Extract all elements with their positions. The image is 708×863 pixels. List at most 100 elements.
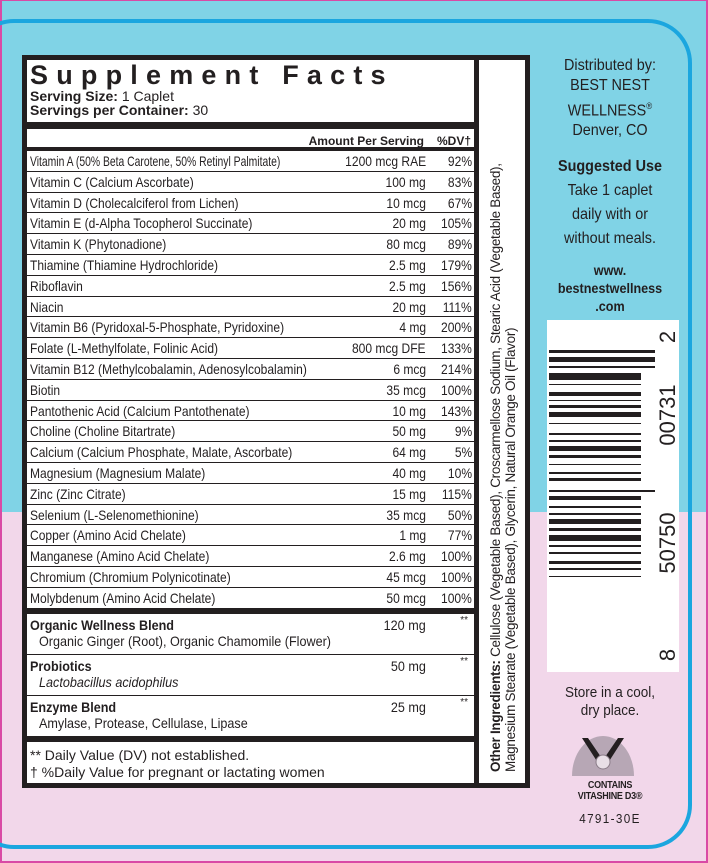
nutrient-amount: 50 mcg <box>386 589 426 606</box>
blend-dv: ** <box>460 696 468 708</box>
logo-line: VITASHINE D3® <box>577 791 643 802</box>
nutrient-row: Selenium (L-Selenomethionine) 35 mcg 50% <box>27 505 474 526</box>
nutrient-amount: 800 mcg DFE <box>352 340 426 357</box>
distributor-name: WELLNESS <box>567 102 647 120</box>
supplement-facts-panel: Supplement Facts Serving Size: 1 Caplet … <box>22 55 530 788</box>
barcode-bars <box>549 350 655 630</box>
nutrient-amount: 1 mg <box>399 527 426 544</box>
vitashine-text: CONTAINS VITASHINE D3® <box>547 780 673 802</box>
nutrient-amount: 50 mg <box>392 423 426 440</box>
nutrient-row: Zinc (Zinc Citrate) 15 mg 115% <box>27 484 474 505</box>
vitashine-logo-icon <box>572 736 634 776</box>
nutrient-dv: 214% <box>441 360 472 377</box>
column-header: Amount Per Serving %DV† <box>27 129 474 151</box>
suggested-use-line: daily with or <box>571 206 649 223</box>
barcode-bar <box>549 463 641 466</box>
blend-row: Probiotics Lactobacillus acidophilus 50 mg… <box>27 655 474 696</box>
blend-amount: 50 mg <box>390 657 426 674</box>
nutrient-name: Biotin <box>30 381 61 398</box>
blend-dv: ** <box>460 614 468 626</box>
nutrient-rows: Vitamin A (50% Beta Carotene, 50% Retiny… <box>27 151 474 609</box>
nutrient-amount: 15 mg <box>392 485 426 502</box>
barcode-bar <box>549 506 641 508</box>
nutrient-row: Vitamin E (d-Alpha Tocopherol Succinate)… <box>27 213 474 235</box>
nutrient-row: Vitamin A (50% Beta Carotene, 50% Retiny… <box>27 151 474 172</box>
nutrient-name: Vitamin A (50% Beta Carotene, 50% Retiny… <box>30 153 281 169</box>
footnotes: ** Daily Value (DV) not established. † %… <box>27 742 474 786</box>
nutrient-amount: 2.5 mg <box>389 277 426 294</box>
registered-mark: ® <box>646 101 653 111</box>
servings-label: Servings per Container: <box>30 102 189 118</box>
nutrient-amount: 45 mcg <box>386 568 426 585</box>
nutrient-row: Thiamine (Thiamine Hydrochloride) 2.5 mg 1… <box>27 255 474 276</box>
nutrient-row: Molybdenum (Amino Acid Chelate) 50 mcg 100… <box>27 588 474 609</box>
nutrient-dv: 133% <box>441 340 472 357</box>
nutrient-row: Magnesium (Magnesium Malate) 40 mg 10% <box>27 463 474 484</box>
barcode-bar <box>549 518 641 524</box>
nutrient-dv: 115% <box>442 485 472 502</box>
blend-amount: 25 mg <box>390 698 426 715</box>
blend-amount: 120 mg <box>383 616 426 633</box>
nutrient-amount: 35 mcg <box>386 381 426 398</box>
nutrient-dv: 89% <box>447 236 472 253</box>
divider-thick <box>27 735 474 742</box>
nutrient-dv: 100% <box>441 381 472 398</box>
nutrient-amount: 4 mg <box>399 319 426 336</box>
nutrient-amount: 2.5 mg <box>389 256 426 273</box>
nutrient-name: Vitamin C (Calcium Ascorbate) <box>30 173 194 190</box>
barcode-digit: 50750 <box>655 512 680 574</box>
nutrient-row: Manganese (Amino Acid Chelate) 2.6 mg 100% <box>27 546 474 567</box>
footnote: † %Daily Value for pregnant or lactating… <box>30 763 325 780</box>
nutrient-amount: 35 mcg <box>386 506 426 523</box>
nutrient-dv: 83% <box>447 173 472 190</box>
suggested-use-title: Suggested Use <box>557 158 663 175</box>
serving-size: Serving Size: 1 Caplet <box>27 89 474 103</box>
nutrient-name: Selenium (L-Selenomethionine) <box>30 506 199 523</box>
nutrient-amount: 20 mg <box>392 298 426 315</box>
servings-value: 30 <box>192 102 209 118</box>
other-ingredients-text: Other Ingredients: Cellulose (Vegetable … <box>488 72 518 772</box>
nutrient-row: Chromium (Chromium Polynicotinate) 45 mcg… <box>27 567 474 588</box>
nutrient-dv: 100% <box>441 568 472 585</box>
blend-rows: Organic Wellness Blend Organic Ginger (Ro… <box>27 614 474 737</box>
storage-line: Store in a cool, <box>564 684 656 701</box>
barcode-bar <box>549 412 641 418</box>
blend-row: Organic Wellness Blend Organic Ginger (Ro… <box>27 614 474 655</box>
other-ingredients-line: Magnesium Stearate (Vegetable Based), Gl… <box>502 327 518 772</box>
footnote: ** Daily Value (DV) not established. <box>30 746 250 763</box>
barcode-bar <box>549 513 641 515</box>
blend-ingredients: Organic Ginger (Root), Organic Chamomile… <box>39 632 331 649</box>
nutrient-row: Folate (L-Methylfolate, Folinic Acid) 800… <box>27 338 474 359</box>
nutrient-name: Copper (Amino Acid Chelate) <box>30 527 186 544</box>
distributor-city: Denver, CO <box>572 122 648 140</box>
nutrient-name: Chromium (Chromium Polynicotinate) <box>30 568 231 585</box>
nutrient-amount: 10 mg <box>392 402 426 419</box>
nutrient-dv: 200% <box>441 319 472 336</box>
barcode-digit: 00731 <box>655 384 680 446</box>
blend-dv: ** <box>460 655 468 667</box>
barcode-bar <box>549 422 641 425</box>
barcode-bar <box>549 399 641 402</box>
barcode-bar <box>549 568 641 570</box>
nutrient-amount: 40 mg <box>392 464 426 481</box>
blend-row: Enzyme Blend Amylase, Protease, Cellulase… <box>27 696 474 737</box>
dv-header: %DV† <box>436 134 471 148</box>
nutrient-amount: 64 mg <box>392 444 426 461</box>
nutrient-row: Copper (Amino Acid Chelate) 1 mg 77% <box>27 525 474 547</box>
amount-header: Amount Per Serving <box>308 134 424 148</box>
nutrient-name: Calcium (Calcium Phosphate, Malate, Asco… <box>30 444 293 461</box>
nutrient-row: Vitamin C (Calcium Ascorbate) 100 mg 83% <box>27 172 474 193</box>
barcode-bar <box>549 446 641 451</box>
barcode-digit: 8 <box>655 648 680 662</box>
servings-per-container: Servings per Container: 30 <box>27 103 474 117</box>
barcode-bar <box>549 392 641 396</box>
nutrient-row: Vitamin B12 (Methylcobalamin, Adenosylco… <box>27 359 474 380</box>
facts-title: Supplement Facts <box>30 60 394 90</box>
nutrient-dv: 100% <box>441 548 472 565</box>
website-line: www. <box>593 262 627 278</box>
nutrient-dv: 92% <box>447 153 472 169</box>
nutrient-dv: 67% <box>447 194 472 211</box>
blend-ingredients: Amylase, Protease, Cellulase, Lipase <box>39 714 248 731</box>
website[interactable]: www. bestnestwellness .com <box>547 261 673 315</box>
